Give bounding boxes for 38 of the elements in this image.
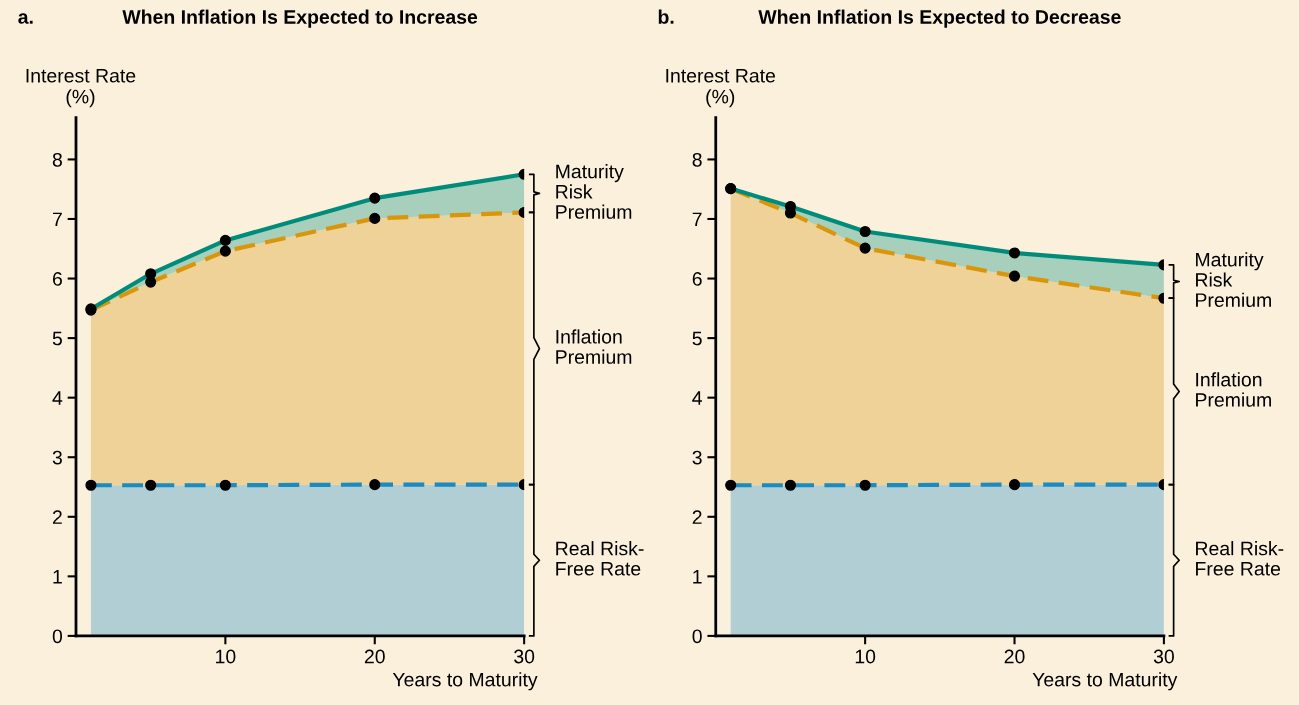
y-tick-label: 4 [692,391,702,405]
x-tick-label: 20 [364,649,385,664]
y-axis-title: Interest Rate (%) [666,69,776,108]
text: Inflation Premium [556,329,632,364]
y-tick-label: 5 [692,331,702,346]
y-tick-label: 4 [52,391,63,405]
text: Inflation Premium [1196,372,1271,407]
y-tick-label: 6 [52,272,62,286]
y-tick-label: 2 [692,510,702,524]
text: Real Risk- Free Rate [1196,541,1284,576]
x-tick-label: 10 [855,649,876,664]
text: b. [658,9,674,24]
y-tick-label: 1 [53,570,62,584]
x-tick-label: 30 [1153,649,1174,664]
x-axis-title: Years to Maturity [1032,672,1178,691]
chart-title: When Inflation Is Expected to Increase [122,9,478,28]
y-tick-label: 0 [52,629,63,644]
x-tick-label: 20 [1004,649,1025,664]
y-tick-label: 7 [52,212,62,227]
y-tick-label: 7 [692,212,702,227]
y-tick-label: 8 [692,152,702,167]
chart-title: When Inflation Is Expected to Decrease [758,9,1121,28]
x-tick-label: 30 [514,649,535,664]
text: Maturity Risk Premium [1196,252,1271,307]
y-tick-label: 3 [692,450,702,465]
y-tick-label: 1 [693,570,702,584]
text: a. [18,13,33,24]
y-tick-label: 2 [52,510,62,524]
text: Real Risk- Free Rate [556,541,644,576]
x-axis-title: Years to Maturity [392,672,538,691]
y-tick-label: 3 [52,450,62,465]
y-tick-label: 0 [692,629,702,644]
x-tick-label: 10 [216,649,236,664]
y-tick-label: 6 [692,272,702,286]
text: Maturity Risk Premium [556,164,632,219]
y-axis-title: Interest Rate (%) [26,69,136,108]
y-tick-label: 5 [52,331,62,346]
y-tick-label: 8 [52,152,62,167]
